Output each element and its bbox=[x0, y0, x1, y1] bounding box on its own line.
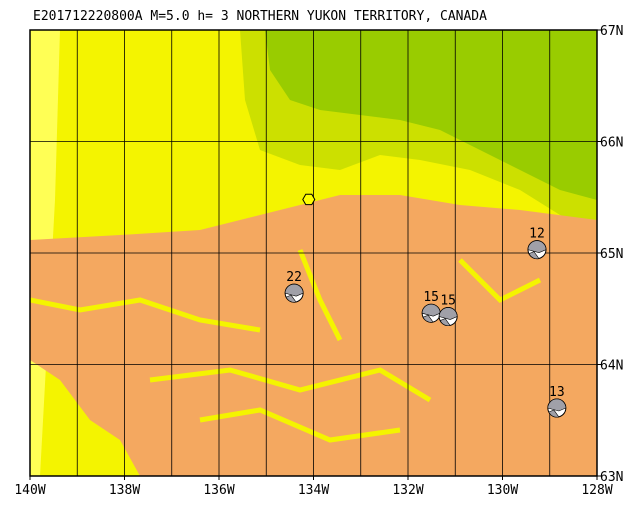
x-tick-label: 138W bbox=[109, 483, 140, 498]
beachball-compression bbox=[439, 318, 451, 327]
focal-mechanism bbox=[547, 398, 567, 418]
beachball-compression bbox=[285, 294, 297, 303]
x-tick-label: 132W bbox=[392, 483, 423, 498]
x-tick-label: 136W bbox=[203, 483, 234, 498]
focal-mechanism bbox=[527, 240, 547, 260]
depth-label: 15 bbox=[440, 294, 456, 309]
beachball-compression bbox=[548, 409, 560, 418]
y-tick-label: 65N bbox=[600, 247, 623, 262]
events: 12 22 15 15 13 bbox=[284, 193, 567, 418]
beachball-compression bbox=[422, 314, 434, 323]
epicenter bbox=[302, 193, 316, 206]
beachball-compression bbox=[438, 307, 458, 320]
y-tick-label: 64N bbox=[600, 359, 623, 374]
focal-mechanism bbox=[284, 283, 304, 303]
focal-mechanism bbox=[438, 307, 458, 327]
valleys bbox=[30, 249, 542, 443]
y-tick-label: 63N bbox=[600, 470, 623, 485]
x-tick-label: 128W bbox=[581, 483, 612, 498]
depth-label: 12 bbox=[529, 227, 545, 242]
depth-label: 22 bbox=[286, 270, 302, 285]
depth-label: 15 bbox=[423, 290, 439, 305]
beachball-compression bbox=[547, 398, 567, 412]
highland bbox=[265, 30, 597, 200]
x-tick-label: 130W bbox=[487, 483, 518, 498]
x-tick-label: 134W bbox=[298, 483, 329, 498]
x-tick-label: 140W bbox=[14, 483, 45, 498]
beachball-compression bbox=[284, 283, 304, 297]
focal-mechanism bbox=[421, 303, 441, 323]
map-title: E201712220800A M=5.0 h= 3 NORTHERN YUKON… bbox=[33, 9, 487, 24]
beachball-compression bbox=[527, 240, 547, 253]
beachball-compression bbox=[528, 251, 540, 260]
depth-label: 13 bbox=[549, 385, 565, 400]
y-tick-label: 66N bbox=[600, 136, 623, 151]
y-tick-label: 67N bbox=[600, 24, 623, 39]
